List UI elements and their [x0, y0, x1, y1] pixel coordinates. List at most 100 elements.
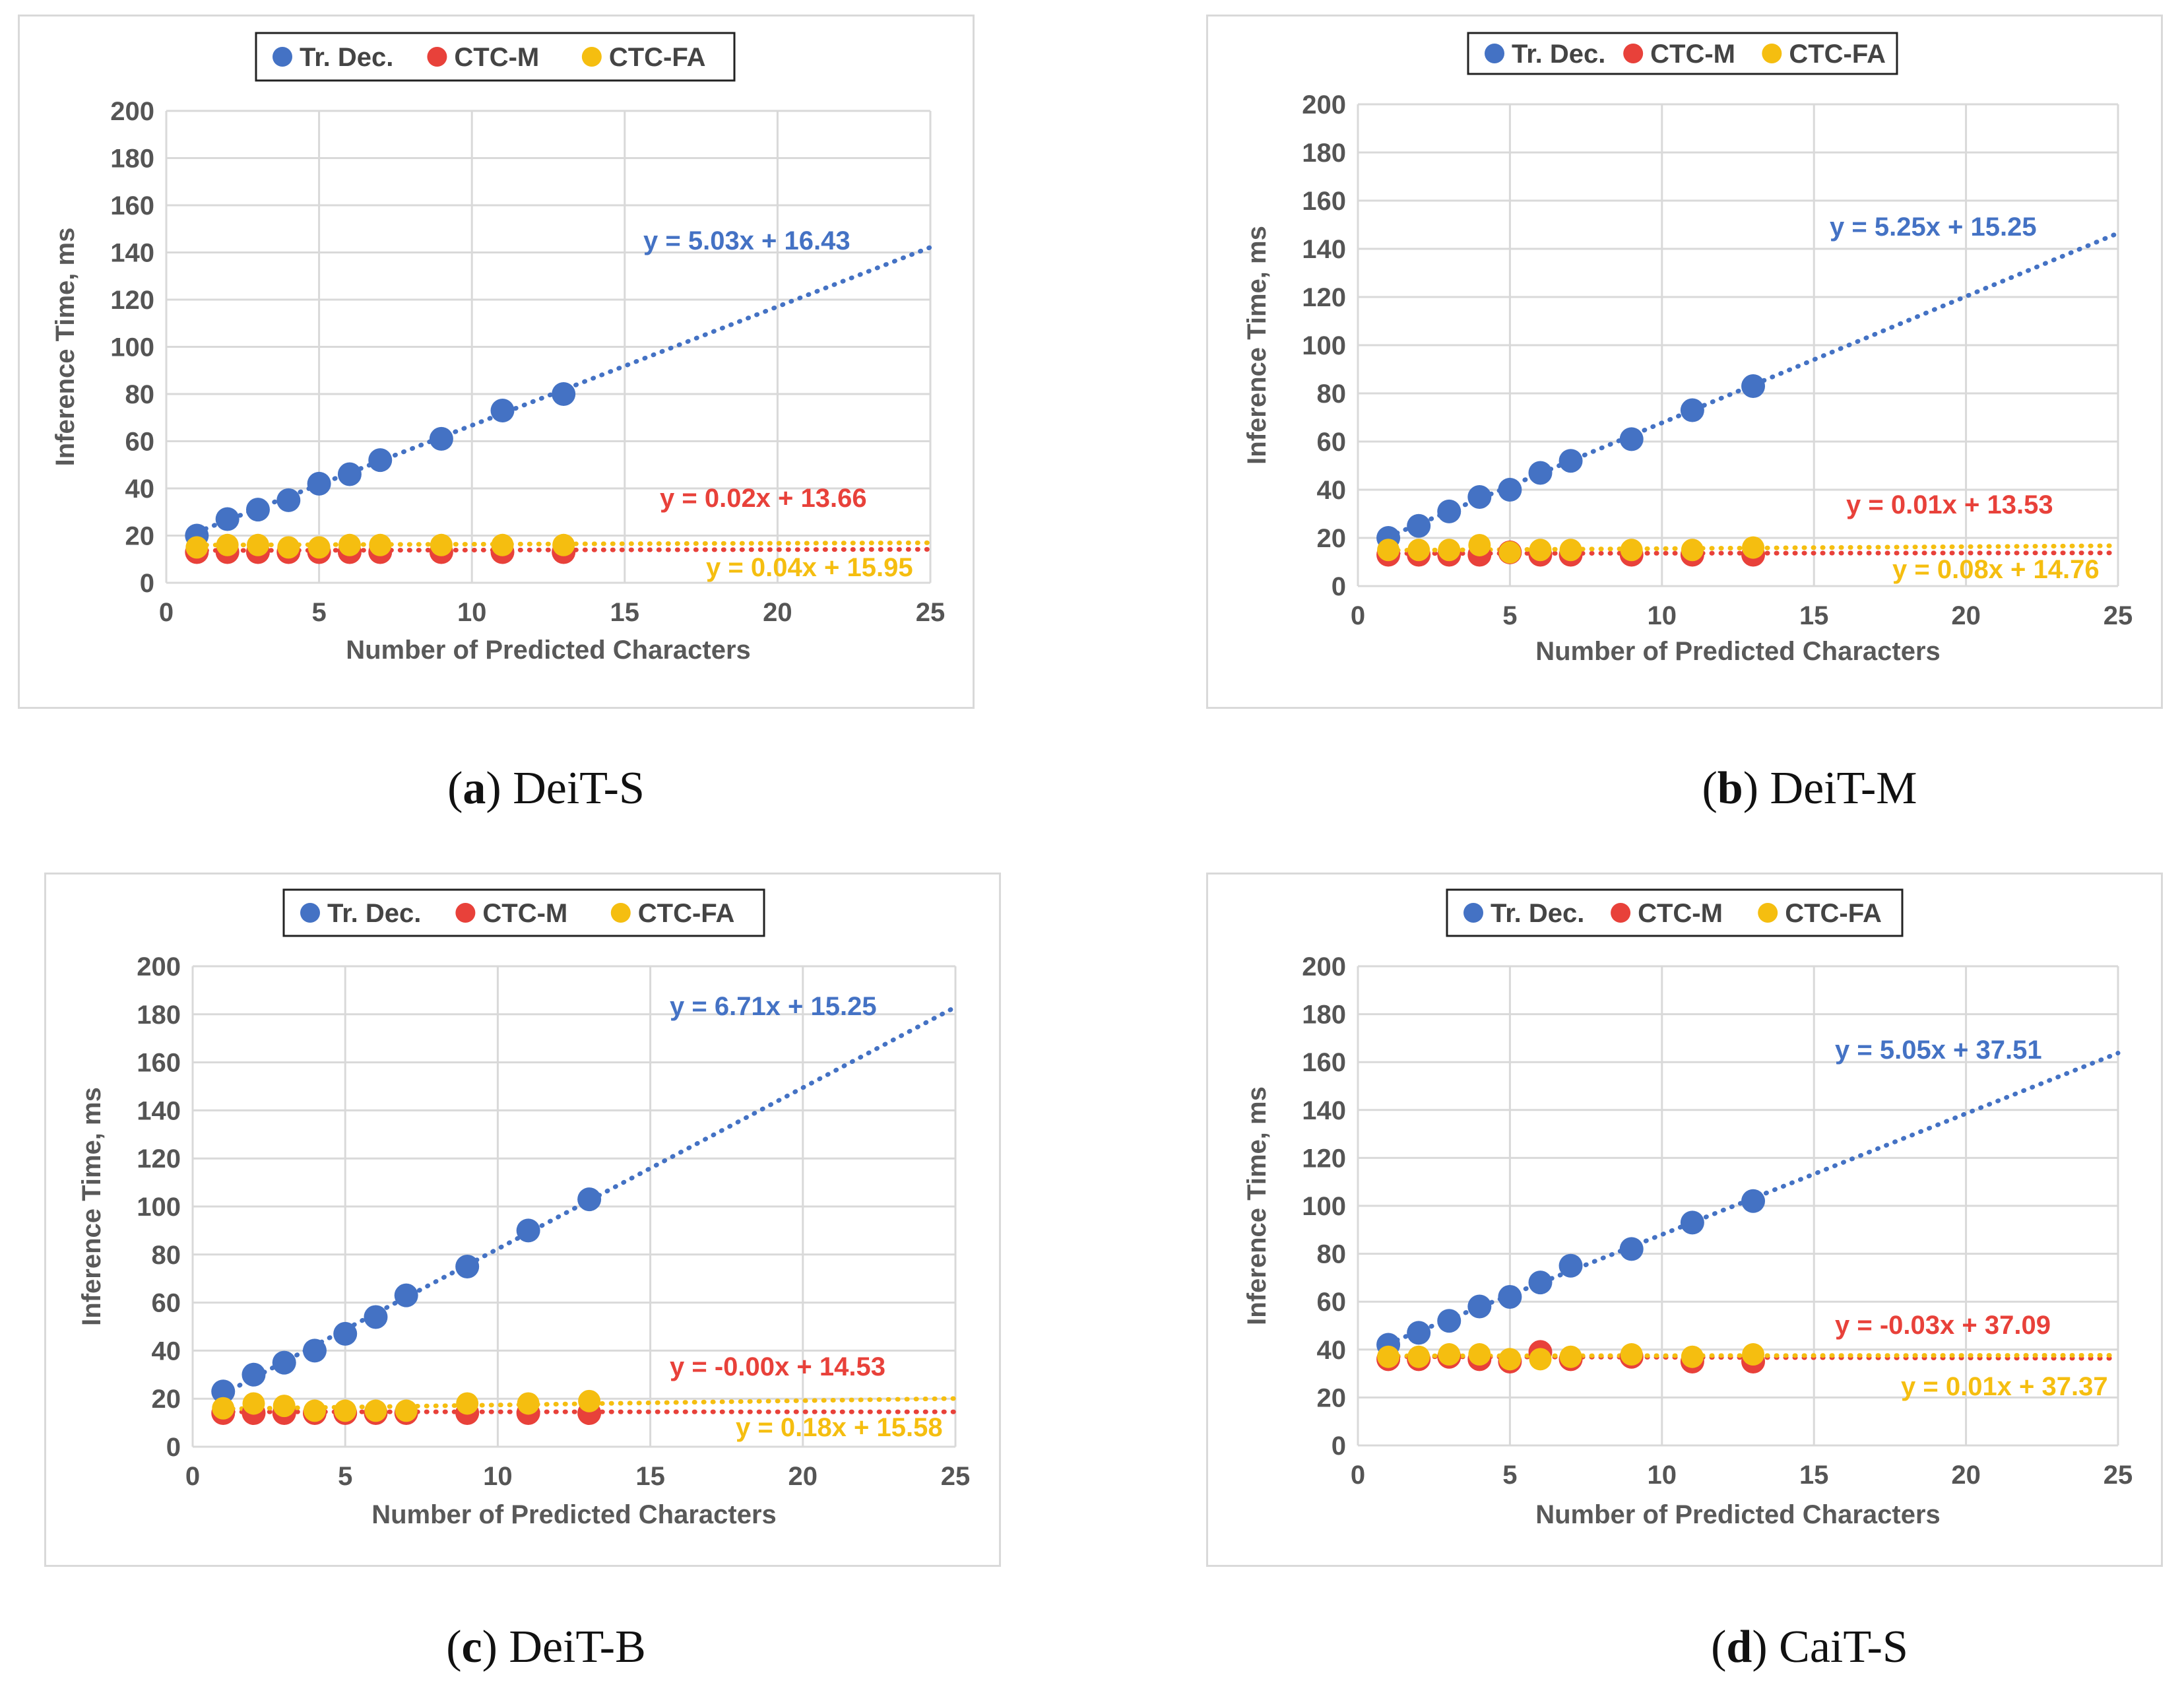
y-tick-label: 140 — [1302, 235, 1346, 264]
y-tick-label: 160 — [1302, 1048, 1346, 1077]
y-tick-label: 180 — [1302, 1001, 1346, 1030]
legend-box — [1467, 32, 1898, 75]
x-tick-label: 0 — [1351, 1461, 1365, 1490]
ctc-fa-point — [1620, 539, 1643, 562]
ctc-fa-point — [185, 536, 209, 559]
y-tick-label: 120 — [137, 1144, 181, 1173]
chart-frame — [44, 873, 1001, 1567]
tr-dec-point — [1437, 499, 1461, 523]
tr-dec-point — [1437, 1309, 1461, 1333]
tr-dec-point — [211, 1379, 236, 1404]
y-tick-label: 140 — [137, 1096, 181, 1125]
ctc-fa-point — [212, 1397, 235, 1420]
y-tick-label: 180 — [1302, 139, 1346, 168]
panel-caption: (c) DeiT-B — [446, 1622, 646, 1672]
ctc-fa-point — [578, 1389, 601, 1412]
y-tick-label: 200 — [1302, 90, 1346, 119]
ctc-fa-legend-marker — [581, 47, 602, 67]
x-tick-label: 0 — [185, 1462, 200, 1491]
ctc-fa-point — [1377, 1345, 1400, 1368]
ctc-fa-point — [1468, 533, 1491, 556]
tr-dec-point — [241, 1362, 266, 1387]
x-axis-title: Number of Predicted Characters — [346, 636, 751, 665]
ctc-m-equation: y = -0.00x + 14.53 — [670, 1352, 885, 1381]
tr-dec-equation: y = 5.05x + 37.51 — [1835, 1036, 2042, 1065]
chart-deit-s: 0 20 40 60 80 100 120 140 160 180 200 0 5 10 15 20 25 Num… — [51, 32, 946, 665]
y-axis-title: Inference Time, ms — [1242, 226, 1271, 465]
ctc-fa-point — [1681, 539, 1704, 562]
ctc-fa-point — [216, 533, 239, 556]
ctc-fa-legend-label: CTC-FA — [1789, 40, 1886, 69]
ctc-m-equation: y = 0.01x + 13.53 — [1846, 490, 2053, 519]
legend-box — [255, 32, 736, 82]
x-tick-label: 15 — [1799, 1461, 1829, 1490]
panel-caption: (a) DeiT-S — [447, 763, 645, 814]
x-tick-label: 5 — [1502, 1461, 1517, 1490]
y-tick-label: 160 — [1302, 187, 1346, 216]
tr-dec-legend-label: Tr. Dec. — [1512, 40, 1605, 69]
tr-dec-point — [1407, 513, 1431, 538]
y-tick-label: 40 — [1317, 1336, 1347, 1365]
tr-dec-point — [577, 1187, 602, 1212]
y-tick-label: 100 — [1302, 1192, 1346, 1221]
tr-dec-point — [1741, 1189, 1766, 1213]
x-tick-label: 10 — [483, 1462, 513, 1491]
y-tick-label: 120 — [110, 286, 154, 315]
panel-b: 0 20 40 60 80 100 120 140 160 180 200 0 5 10 15 20 25 Num… — [1092, 0, 2184, 842]
y-tick-label: 100 — [110, 333, 154, 362]
legend-box — [282, 888, 765, 937]
tr-dec-point — [1407, 1321, 1431, 1345]
panel-label: CaiT-S — [1779, 1622, 1908, 1672]
x-tick-label: 20 — [763, 598, 792, 627]
x-tick-label: 25 — [916, 598, 946, 627]
ctc-fa-point — [303, 1399, 326, 1422]
tr-dec-legend-label: Tr. Dec. — [300, 43, 393, 72]
ctc-fa-point — [246, 533, 269, 556]
ctc-fa-point — [338, 533, 361, 556]
ctc-fa-point — [1620, 1343, 1643, 1366]
tr-dec-legend-marker — [1463, 903, 1483, 923]
tr-dec-legend-marker — [300, 903, 320, 923]
ctc-fa-point — [491, 533, 514, 556]
ctc-fa-point — [1438, 1343, 1461, 1366]
ctc-fa-point — [307, 536, 331, 559]
panel-label: DeiT-S — [513, 763, 645, 814]
tr-dec-point — [516, 1218, 540, 1243]
tr-dec-point — [276, 488, 301, 512]
panel-label: DeiT-M — [1770, 763, 1917, 814]
legend-box — [1446, 888, 1904, 937]
ctc-fa-point — [456, 1392, 479, 1415]
tr-dec-equation: y = 5.25x + 15.25 — [1830, 213, 2037, 242]
tr-dec-point — [333, 1321, 358, 1346]
panel-caption: (b) DeiT-M — [1702, 763, 1917, 814]
x-tick-label: 0 — [1351, 601, 1365, 630]
y-axis-title: Inference Time, ms — [77, 1087, 106, 1326]
tr-dec-legend-label: Tr. Dec. — [1491, 899, 1584, 928]
chart-frame — [18, 15, 975, 709]
y-tick-label: 200 — [1302, 952, 1346, 981]
ctc-fa-point — [1407, 539, 1430, 562]
x-tick-label: 0 — [159, 598, 174, 627]
tr-dec-point — [1558, 1253, 1583, 1278]
y-tick-label: 80 — [1317, 380, 1347, 409]
y-axis-title: Inference Time, ms — [51, 228, 80, 467]
panel-caption: (d) CaiT-S — [1711, 1622, 1908, 1672]
x-tick-label: 15 — [1799, 601, 1829, 630]
tr-dec-equation: y = 6.71x + 15.25 — [670, 992, 877, 1021]
x-axis-title: Number of Predicted Characters — [1535, 1500, 1941, 1529]
y-tick-label: 160 — [110, 191, 154, 220]
x-tick-label: 15 — [610, 598, 640, 627]
tr-dec-point — [1741, 374, 1766, 399]
x-tick-label: 20 — [1951, 601, 1981, 630]
ctc-fa-point — [1529, 539, 1552, 562]
y-tick-label: 100 — [1302, 331, 1346, 360]
y-tick-label: 20 — [125, 522, 155, 551]
tr-dec-point — [307, 471, 331, 496]
y-tick-label: 80 — [1317, 1240, 1347, 1269]
y-tick-label: 20 — [152, 1385, 181, 1414]
tr-dec-point — [429, 426, 453, 451]
y-tick-label: 140 — [110, 239, 154, 268]
tr-dec-point — [302, 1338, 327, 1363]
tr-dec-point — [1619, 427, 1644, 451]
y-tick-label: 0 — [1332, 1432, 1346, 1461]
